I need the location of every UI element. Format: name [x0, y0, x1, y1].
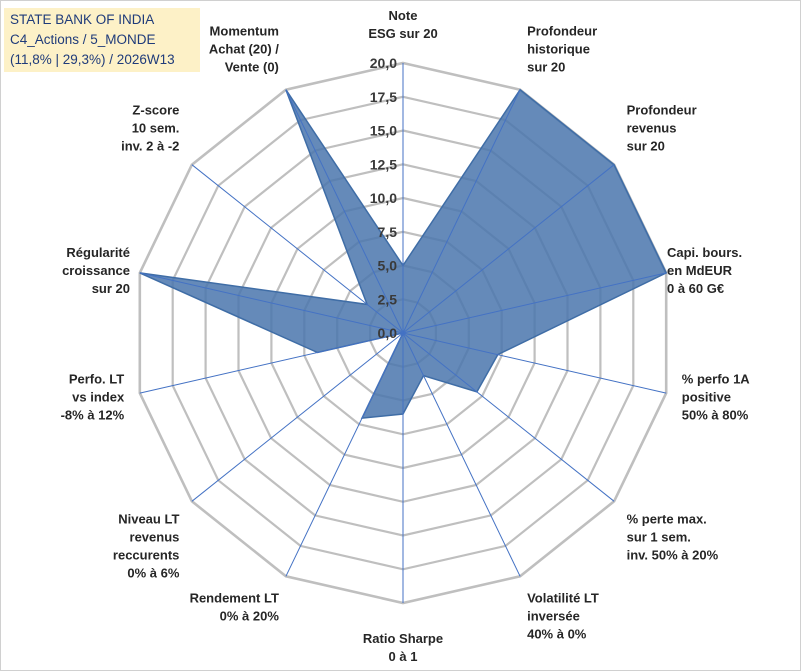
spoke-2 [402, 164, 615, 334]
spoke-6 [402, 332, 521, 577]
spoke-1 [402, 89, 521, 334]
axis-label-2: Profondeur revenus sur 20 [627, 103, 697, 154]
tick-label: 15,0 [370, 123, 397, 139]
label-layer: Note ESG sur 20 Profondeur historique sur 20… [61, 8, 751, 664]
title-category: C4_Actions / 5_MONDE [10, 32, 156, 47]
spoke-layer [139, 63, 667, 603]
axis-label-7: Ratio Sharpe 0 à 1 [363, 631, 443, 664]
axis-label-5: % perte max. sur 1 sem. inv. 50% à 20% [627, 511, 719, 562]
spoke-5 [402, 332, 615, 502]
title-company: STATE BANK OF INDIA [10, 12, 155, 27]
axis-label-3: Capi. bours. en MdEUR 0 à 60 G€ [667, 245, 742, 296]
spoke-4 [402, 332, 667, 394]
axis-label-13: Momentum Achat (20) / Vente (0) [209, 23, 279, 74]
axis-label-1: Profondeur historique sur 20 [527, 23, 597, 74]
spoke-13 [285, 89, 404, 334]
tick-label: 20,0 [370, 55, 397, 71]
axis-label-10: Perfo. LT vs index -8% à 12% [61, 372, 125, 423]
axis-label-9: Niveau LT revenus reccurents 0% à 6% [113, 511, 180, 580]
tick-label: 0,0 [378, 325, 398, 341]
spoke-8 [285, 332, 404, 577]
spoke-10 [139, 332, 404, 394]
spoke-12 [191, 164, 404, 334]
axis-label-4: % perfo 1A positive 50% à 80% [682, 372, 751, 423]
title-stats: (11,8% | 29,3%) / 2026W13 [10, 52, 175, 67]
axis-label-0: Note ESG sur 20 [368, 8, 437, 41]
tick-layer: 0,0 2,5 5,0 7,5 10,0 12,5 15,0 17,5 20,0 [370, 55, 397, 341]
tick-label: 12,5 [370, 156, 397, 172]
tick-label: 17,5 [370, 89, 397, 105]
spoke-11 [139, 272, 404, 334]
axis-label-6: Volatilité LT inversée 40% à 0% [527, 591, 599, 642]
title-box: STATE BANK OF INDIA C4_Actions / 5_MONDE… [4, 8, 200, 72]
tick-label: 10,0 [370, 190, 397, 206]
axis-label-8: Rendement LT 0% à 20% [190, 591, 280, 624]
tick-label: 5,0 [378, 258, 398, 274]
spoke-9 [191, 332, 404, 502]
tick-label: 7,5 [378, 224, 398, 240]
axis-label-11: Régularité croissance sur 20 [62, 245, 130, 296]
tick-label: 2,5 [378, 291, 398, 307]
spoke-3 [402, 272, 667, 334]
axis-label-12: Z-score 10 sem. inv. 2 à -2 [121, 103, 179, 154]
